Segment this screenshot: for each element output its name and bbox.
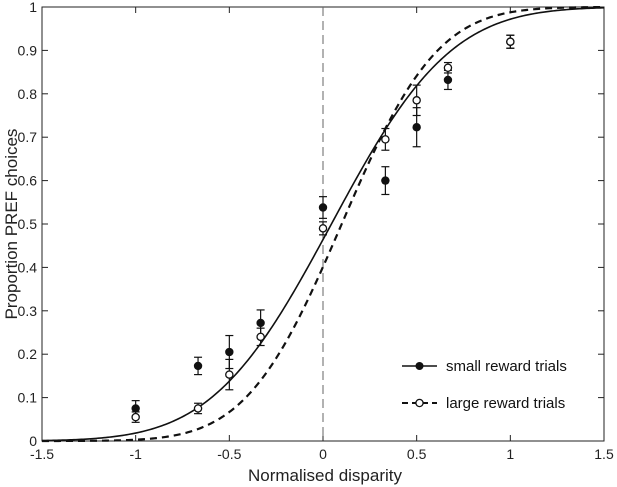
y-tick-label: 0.5 xyxy=(18,216,38,232)
y-tick-label: 0.2 xyxy=(18,346,38,362)
legend-label-small: small reward trials xyxy=(446,358,567,375)
x-tick-label: 1.5 xyxy=(594,446,614,462)
point-small xyxy=(443,75,453,85)
point-small xyxy=(131,404,140,413)
legend: small reward trials large reward trials xyxy=(402,358,567,412)
point-small xyxy=(193,361,203,371)
point-small xyxy=(225,347,234,357)
data-points xyxy=(131,37,515,422)
point-large xyxy=(506,37,515,46)
point-large xyxy=(381,135,390,144)
point-large xyxy=(225,370,234,379)
point-large xyxy=(318,224,328,233)
point-large xyxy=(131,412,140,422)
point-small xyxy=(412,123,421,132)
legend-marker-small xyxy=(415,362,424,370)
point-large xyxy=(443,63,453,73)
x-tick-label: -0.5 xyxy=(217,446,241,462)
legend-marker-large xyxy=(415,398,424,408)
y-tick-label: 0.8 xyxy=(18,86,38,102)
y-tick-label: 0.4 xyxy=(18,259,38,275)
x-tick-label: 0.5 xyxy=(407,446,427,462)
point-small xyxy=(318,203,328,212)
fit-curves xyxy=(41,6,605,443)
y-tick-label: 0 xyxy=(29,433,37,449)
point-large xyxy=(412,96,421,105)
y-axis-label: Proportion PREF choices xyxy=(2,129,21,320)
point-large xyxy=(256,332,265,342)
point-small xyxy=(381,176,390,185)
x-axis-label: Normalised disparity xyxy=(248,466,402,485)
x-tick-label: -1 xyxy=(129,446,142,462)
y-tick-label: 0.7 xyxy=(18,129,38,145)
x-tick-label: -1.5 xyxy=(30,446,54,462)
axis-ticks: -1.5 -1 -0.5 0 0.5 1 1.5 0 0.1 0.2 0.3 0.4 0.5 0.6 0.7… xyxy=(18,0,614,462)
x-tick-label: 0 xyxy=(319,446,327,462)
fit-curve-small xyxy=(41,6,605,442)
y-tick-label: 0.1 xyxy=(18,390,38,406)
y-tick-label: 0.3 xyxy=(18,303,38,319)
y-tick-label: 0.6 xyxy=(18,173,38,189)
y-tick-label: 0.9 xyxy=(18,42,38,58)
legend-label-large: large reward trials xyxy=(446,395,565,412)
point-large xyxy=(193,404,203,413)
point-small xyxy=(256,318,265,328)
y-tick-label: 1 xyxy=(29,0,37,15)
x-tick-label: 1 xyxy=(506,446,514,462)
fit-curve-large xyxy=(41,6,605,443)
